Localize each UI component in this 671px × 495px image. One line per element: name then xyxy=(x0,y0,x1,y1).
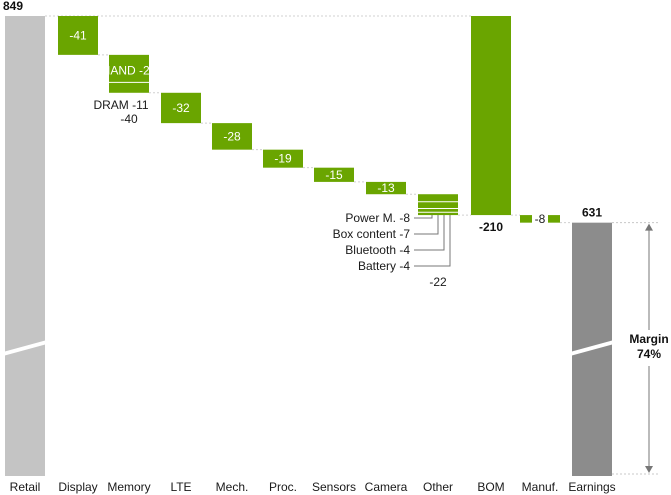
bar-mech xyxy=(212,123,252,150)
label-mech-value: -28 xyxy=(223,129,241,143)
label-power-m: Power M. -8 xyxy=(345,211,410,225)
bar-memory xyxy=(109,54,149,93)
x-label-other: Other xyxy=(423,480,453,494)
x-label-bom: BOM xyxy=(477,480,504,494)
x-label-display: Display xyxy=(58,480,97,494)
margin-value: 74% xyxy=(637,347,661,361)
x-axis-labels: Retail Display Memory LTE Mech. Proc. Sensors C… xyxy=(10,480,616,494)
bar-camera xyxy=(366,181,406,195)
bar-sensors xyxy=(314,167,354,182)
label-camera-value: -13 xyxy=(377,181,395,195)
x-label-mech: Mech. xyxy=(216,480,249,494)
connectors xyxy=(45,15,658,475)
x-label-earnings: Earnings xyxy=(568,480,615,494)
x-label-camera: Camera xyxy=(365,480,408,494)
label-sensors-value: -15 xyxy=(325,168,343,182)
margin-title: Margin xyxy=(629,332,668,346)
leader-line xyxy=(414,210,445,251)
bars xyxy=(3,16,614,476)
bar-display xyxy=(58,16,98,55)
label-dram: DRAM -11 xyxy=(93,98,148,112)
label-retail-value: 849 xyxy=(3,0,23,13)
label-memory-total: -40 xyxy=(120,112,138,126)
bar-retail xyxy=(5,16,45,476)
label-battery: Battery -4 xyxy=(358,259,410,273)
label-other-total: -22 xyxy=(429,275,447,289)
bar-lte xyxy=(161,92,201,124)
axis-break-mark xyxy=(3,340,47,356)
label-display-value: -41 xyxy=(69,28,87,42)
bar-bom xyxy=(471,16,511,216)
label-lte-value: -32 xyxy=(172,101,190,115)
axis-break-mark xyxy=(570,340,614,356)
x-label-memory: Memory xyxy=(107,480,150,494)
label-bom-value: -210 xyxy=(479,220,503,234)
bar-proc xyxy=(263,149,303,168)
labels: 849 -41 NAND -29 DRAM -11-40 -32 -28 -19 -15 -13… xyxy=(3,0,602,289)
label-nand: NAND -29 xyxy=(102,64,157,78)
leader-line xyxy=(414,214,451,267)
x-label-manuf: Manuf. xyxy=(522,480,559,494)
margin-annotation: Margin 74% xyxy=(629,223,669,473)
label-manuf-value: -8 xyxy=(535,212,546,226)
x-label-retail: Retail xyxy=(10,480,41,494)
label-earnings-value: 631 xyxy=(582,206,602,220)
x-label-lte: LTE xyxy=(170,480,191,494)
x-label-proc: Proc. xyxy=(269,480,297,494)
bar-manuf-right xyxy=(548,215,560,223)
bar-manuf-left xyxy=(520,215,532,223)
margin-arrowhead-bottom xyxy=(645,466,653,473)
label-proc-value: -19 xyxy=(274,152,292,166)
label-bluetooth: Bluetooth -4 xyxy=(345,243,410,257)
bar-other xyxy=(418,194,458,216)
margin-arrowhead-top xyxy=(645,223,653,231)
x-label-sensors: Sensors xyxy=(312,480,356,494)
label-box-content: Box content -7 xyxy=(333,227,411,241)
